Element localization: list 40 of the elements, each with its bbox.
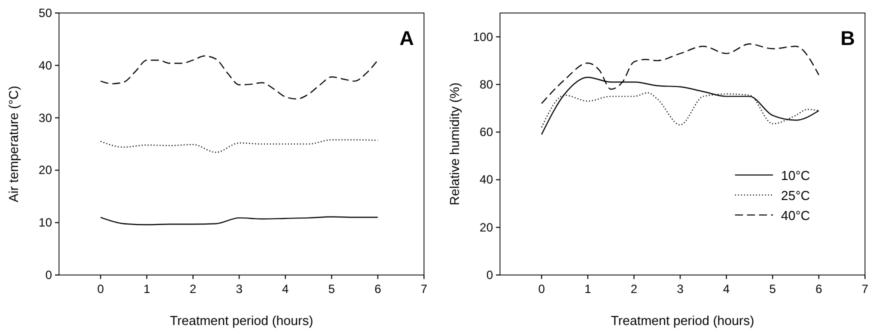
y-tick-label: 0 [45, 268, 52, 282]
y-axis-title: Air temperature (°C) [6, 86, 21, 202]
x-tick-label: 1 [584, 282, 592, 296]
x-axis-title: Treatment period (hours) [610, 313, 754, 328]
line-series [100, 216, 378, 226]
x-tick-label: 6 [815, 282, 822, 296]
text: A [400, 28, 414, 50]
text: B [840, 28, 855, 50]
y-tick-label: 0 [486, 268, 494, 282]
x-tick-label: 2 [190, 282, 197, 296]
x-tick-label: 5 [328, 282, 336, 296]
y-tick-label: 40 [480, 172, 494, 187]
x-tick-label: 0 [97, 282, 104, 296]
y-axis-title: Relative humidity (%) [447, 82, 462, 206]
y-tick-label: 100 [472, 30, 494, 44]
y-tick-label: 20 [38, 163, 52, 178]
y-tick-label: 80 [480, 77, 494, 92]
y-tick-label: 50 [38, 6, 52, 20]
x-tick-label: 2 [630, 282, 638, 296]
x-tick-label: 1 [143, 282, 150, 296]
x-tick-label: 3 [236, 282, 243, 296]
x-tick-label: 4 [723, 282, 730, 296]
y-tick-label: 20 [480, 220, 494, 234]
legend-label: 25°C [781, 188, 810, 203]
legend-label: 10°C [781, 168, 810, 183]
x-tick-label: 0 [538, 282, 546, 296]
y-tick-label: 30 [38, 110, 52, 125]
y-tick-label: 10 [38, 216, 52, 230]
y-tick-label: 60 [480, 125, 494, 140]
x-tick-label: 7 [420, 282, 428, 296]
x-tick-label: 7 [862, 282, 869, 296]
line-series [100, 139, 378, 153]
y-tick-label: 40 [38, 58, 52, 72]
x-tick-label: 6 [374, 282, 382, 296]
x-tick-label: 5 [769, 282, 776, 296]
legend-label: 40°C [781, 208, 810, 223]
x-tick-label: 3 [676, 282, 684, 296]
x-tick-label: 4 [282, 282, 290, 296]
line-series [100, 55, 378, 100]
x-axis-title: Treatment period (hours) [170, 313, 314, 328]
